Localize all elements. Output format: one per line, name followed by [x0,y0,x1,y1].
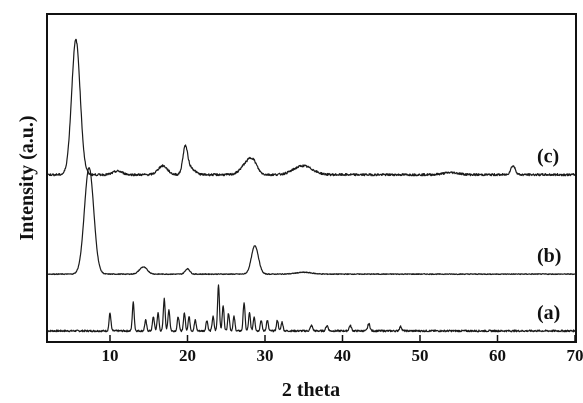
x-tick-label: 70 [567,346,583,365]
series-line-0 [47,284,576,333]
series-label: (c) [537,146,559,168]
x-tick-label: 30 [257,346,274,365]
y-axis-title: Intensity (a.u.) [16,115,38,240]
series-label: (b) [537,245,561,267]
x-tick-label: 60 [489,346,506,365]
series-line-2 [47,38,576,177]
x-axis-title: 2 theta [282,379,340,401]
x-tick-label: 50 [412,346,429,365]
series-label: (a) [537,302,560,324]
x-axis-ticks: 10 20 30 40 50 60 70 [102,335,583,365]
x-tick-label: 10 [102,346,119,365]
series-labels: (a) (b) (c) [537,146,561,324]
series-traces [47,38,576,333]
x-tick-label: 40 [334,346,351,365]
series-line-1 [47,167,576,276]
plot-frame [46,13,577,343]
x-tick-label: 20 [179,346,196,365]
